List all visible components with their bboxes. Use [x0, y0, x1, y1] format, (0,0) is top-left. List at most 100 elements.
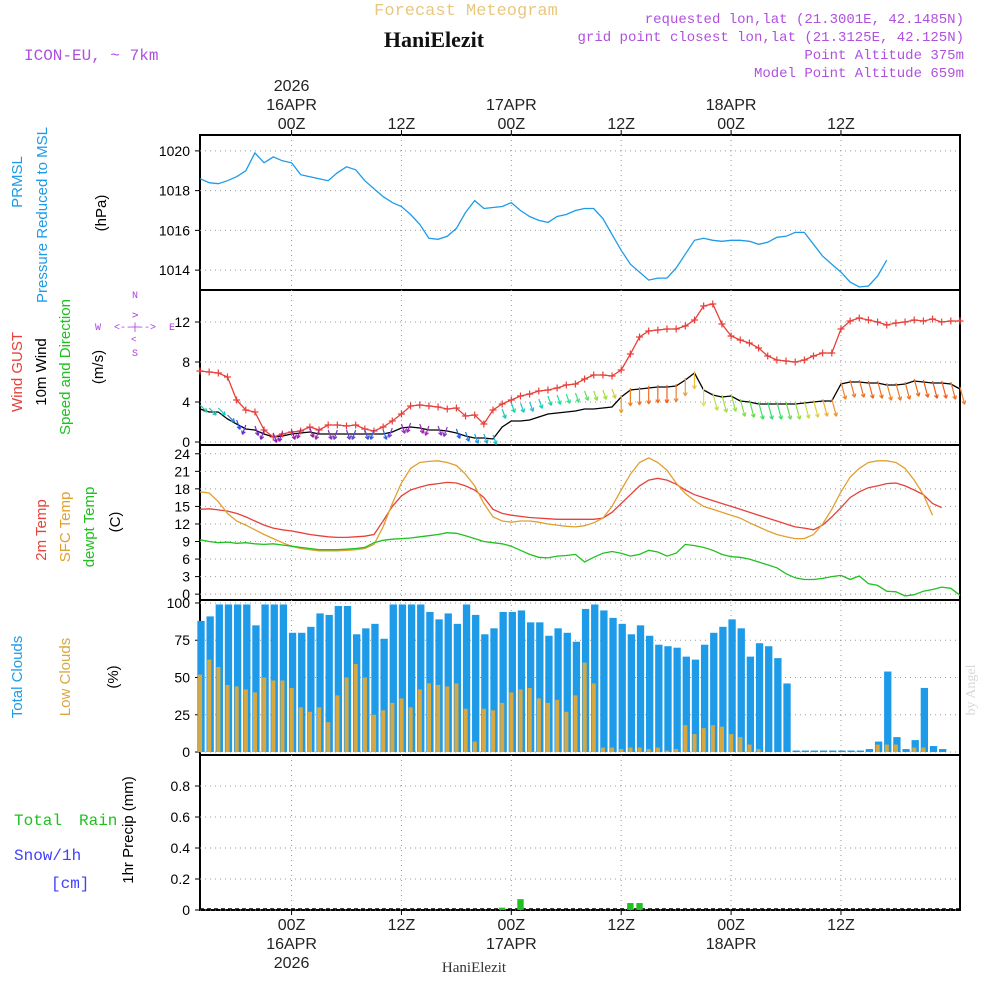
gust-marker: [800, 356, 808, 364]
gust-marker: [452, 404, 460, 412]
gust-marker: [809, 352, 817, 360]
low-cloud-bar: [536, 698, 541, 753]
low-cloud-bar: [912, 747, 917, 753]
total-cloud-bar: [810, 750, 819, 753]
total-cloud-bar: [508, 611, 516, 753]
precip-unit: 1hr Precip (mm): [120, 776, 137, 884]
low-cloud-bar: [234, 686, 239, 753]
total-cloud-bar: [884, 671, 892, 753]
total-cloud-bar: [646, 635, 654, 753]
gust-marker: [397, 410, 405, 418]
gust-marker: [205, 368, 213, 376]
gust-marker: [251, 408, 259, 416]
total-cloud-bar: [710, 632, 718, 753]
gust-marker: [773, 356, 781, 364]
low-cloud-bar: [262, 677, 267, 753]
total-cloud-bar: [554, 628, 562, 753]
ytick-label-temp: 0: [182, 586, 190, 602]
time-label: 12Z: [827, 917, 855, 934]
ytick-label-precip: 0.2: [171, 871, 191, 887]
total-cloud-bar: [664, 646, 672, 753]
total-cloud-bar: [929, 746, 938, 753]
low-cloud-bar: [426, 683, 432, 753]
time-label: 17APR: [486, 97, 537, 114]
ytick-label-temp: 12: [174, 516, 190, 532]
wind-arrow: [931, 380, 939, 399]
low-cloud-bar: [243, 689, 248, 753]
gust-marker: [764, 352, 772, 360]
panel-frames: [199, 134, 961, 911]
compass-ns: ^ | v: [130, 312, 142, 342]
low-cloud-bar: [353, 664, 358, 753]
wind-arrow: [637, 387, 642, 406]
low-cloud-bar: [719, 726, 725, 753]
low-cloud-bar: [527, 687, 532, 753]
ytick-label-pressure: 1020: [159, 143, 190, 159]
total-cloud-bar: [316, 613, 324, 753]
time-label: 2026: [274, 78, 310, 95]
low-cloud-bar: [637, 747, 642, 753]
temp-label-dewpt: dewpt Temp: [81, 487, 98, 568]
total-cloud-bar: [856, 750, 864, 753]
low-cloud-bar: [344, 677, 349, 753]
total-cloud-bar: [417, 604, 425, 753]
gust-marker: [288, 428, 296, 436]
gust-marker: [837, 325, 845, 333]
time-label: 00Z: [498, 917, 526, 934]
ytick-label-temp: 18: [174, 481, 190, 497]
low-cloud-bar: [408, 707, 413, 753]
low-cloud-bar: [619, 749, 624, 753]
total-cloud-bar: [746, 656, 755, 753]
total-cloud-bar: [609, 617, 617, 753]
total-cloud-bar: [636, 625, 645, 753]
time-label: 12Z: [388, 116, 416, 133]
total-cloud-bar: [792, 750, 800, 753]
total-cloud-bar: [545, 635, 553, 753]
temp-labels: 2m Temp SFC Temp dewpt Temp (C): [33, 487, 124, 568]
wind-labels: Wind GUST 10m Wind Speed and Direction (…: [9, 291, 175, 435]
time-label: 12Z: [827, 116, 855, 133]
wind-arrow: [611, 388, 617, 399]
wind-arrow: [803, 400, 811, 419]
wind-arrow: [895, 382, 903, 401]
time-label: 12Z: [607, 917, 635, 934]
gust-marker: [333, 421, 341, 429]
gust-marker: [755, 344, 763, 352]
ytick-label-pressure: 1018: [159, 183, 190, 199]
low-cloud-bar: [436, 684, 441, 753]
gust-marker: [324, 421, 332, 429]
wind-arrow: [840, 381, 848, 400]
gust-marker: [663, 325, 671, 333]
wind-arrow: [400, 423, 407, 434]
y-tick-labels: 1014101610181020048120369121518212402550…: [159, 143, 190, 918]
time-label: 12Z: [607, 116, 635, 133]
time-label: 00Z: [717, 116, 745, 133]
wind-arrow: [369, 429, 375, 440]
gust-marker: [709, 300, 717, 308]
total-cloud-bar: [911, 740, 919, 753]
low-cloud-bar: [481, 708, 486, 753]
total-cloud-bar: [719, 626, 727, 753]
time-label: 18APR: [706, 936, 757, 953]
ytick-label-precip: 0.6: [171, 809, 191, 825]
total-cloud-bar: [270, 604, 278, 753]
total-cloud-bar: [526, 622, 535, 753]
ytick-label-wind: 4: [182, 394, 190, 410]
low-cloud-bar: [564, 711, 569, 753]
low-cloud-bar: [628, 747, 633, 753]
ytick-label-wind: 0: [182, 434, 190, 450]
total-cloud-bar: [865, 749, 874, 753]
low-cloud-bar: [674, 749, 679, 753]
panel-frame-precip: [199, 754, 961, 911]
gust-marker: [443, 405, 451, 413]
wind-arrow: [510, 402, 516, 413]
low-cloud-bar: [326, 722, 331, 753]
total-cloud-bar: [563, 632, 571, 753]
gust-marker: [892, 319, 900, 327]
gust-marker: [690, 316, 698, 324]
time-label: 17APR: [486, 936, 537, 953]
gust-marker: [718, 320, 726, 328]
ytick-label-cloud: 50: [174, 670, 190, 686]
wind-arrow: [442, 426, 448, 437]
gust-marker: [434, 403, 442, 411]
